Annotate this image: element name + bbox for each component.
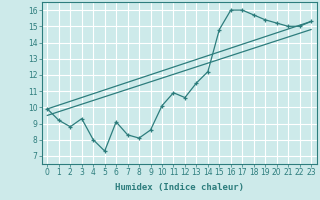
X-axis label: Humidex (Indice chaleur): Humidex (Indice chaleur) xyxy=(115,183,244,192)
